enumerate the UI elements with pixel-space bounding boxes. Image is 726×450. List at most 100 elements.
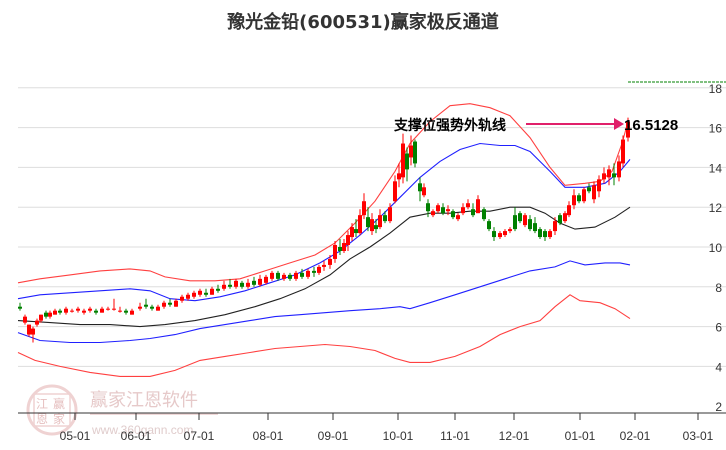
svg-text:家: 家 <box>53 411 65 426</box>
candle <box>612 173 616 178</box>
candle <box>210 288 214 295</box>
candle <box>130 310 134 315</box>
candle <box>592 185 596 200</box>
candle <box>342 243 346 251</box>
candle <box>426 203 430 212</box>
x-tick-label: 02-01 <box>620 429 651 443</box>
candle <box>246 282 250 287</box>
candle <box>31 328 35 335</box>
candle <box>422 187 426 196</box>
y-tick-label: 6 <box>715 321 722 335</box>
candle <box>180 296 184 301</box>
candle <box>431 211 435 216</box>
annotation-value: 16.5128 <box>624 117 678 134</box>
candle <box>118 310 122 312</box>
watermark-logo-icon: 江 赢 恩 家 <box>26 384 78 436</box>
candle <box>333 245 337 259</box>
x-tick-label: 10-01 <box>383 429 414 443</box>
candle <box>582 189 586 202</box>
chart-title: 豫光金铅(600531)赢家极反通道 <box>227 12 499 33</box>
watermark-url: www.360gann.com <box>91 423 193 437</box>
candle <box>461 207 465 214</box>
x-tick-label: 12-01 <box>499 429 530 443</box>
candle <box>508 229 512 232</box>
candle <box>358 215 362 234</box>
candle <box>572 195 576 206</box>
candle <box>388 207 392 222</box>
candle <box>124 310 128 313</box>
candle <box>350 227 354 238</box>
candle <box>374 225 378 230</box>
x-tick-label: 05-01 <box>60 429 91 443</box>
candle <box>300 272 304 277</box>
candle <box>563 213 567 222</box>
annotation-label: 支撑位强势外轨线 <box>393 117 506 134</box>
candle <box>498 233 502 238</box>
candle <box>558 215 562 224</box>
candle <box>528 219 532 230</box>
y-tick-label: 18 <box>709 82 723 96</box>
candle <box>64 308 68 313</box>
candle <box>216 288 220 291</box>
candle <box>418 183 422 192</box>
candle <box>621 139 625 164</box>
candle <box>23 316 27 323</box>
candle <box>264 276 268 283</box>
candle <box>258 278 262 285</box>
x-tick-label: 01-01 <box>565 429 596 443</box>
candle <box>328 258 332 265</box>
gridlines <box>18 87 726 367</box>
candle <box>471 209 475 216</box>
candle <box>436 205 440 212</box>
candle <box>451 211 455 218</box>
candle <box>405 153 409 170</box>
candle <box>409 145 413 158</box>
candle <box>518 213 522 222</box>
candle <box>378 215 382 228</box>
candle <box>577 195 581 202</box>
annotation: 支撑位强势外轨线 16.5128 <box>393 117 678 134</box>
candle <box>100 308 104 313</box>
candle <box>222 284 226 289</box>
candle <box>106 308 110 310</box>
candle <box>18 306 22 309</box>
candle <box>397 173 401 180</box>
y-tick-label: 8 <box>715 281 722 295</box>
x-tick-label: 06-01 <box>121 429 152 443</box>
channel-lines <box>17 103 631 377</box>
candle <box>174 300 178 307</box>
candle <box>53 310 57 315</box>
candlesticks <box>18 117 630 343</box>
candle <box>617 161 621 178</box>
candle <box>466 203 470 208</box>
candle <box>567 205 571 216</box>
candle <box>294 272 298 279</box>
candle <box>441 207 445 214</box>
svg-text:恩: 恩 <box>36 412 48 426</box>
candle <box>252 280 256 285</box>
candle <box>276 272 280 279</box>
candle <box>288 274 292 279</box>
x-tick-label: 11-01 <box>440 429 470 443</box>
candle <box>602 173 606 180</box>
candle <box>234 280 238 287</box>
y-axis: 2 4 6 8 10 12 14 16 18 <box>709 82 723 414</box>
candle <box>476 199 480 214</box>
candle <box>82 310 86 313</box>
y-tick-label: 14 <box>709 161 723 175</box>
candle <box>548 231 552 238</box>
candle <box>312 270 316 273</box>
candle <box>503 231 507 236</box>
candle <box>88 308 92 311</box>
candle <box>240 282 244 287</box>
candle <box>204 292 208 295</box>
candle <box>44 312 48 317</box>
candle <box>446 209 450 212</box>
candle <box>487 221 491 230</box>
candle <box>523 215 527 226</box>
candle <box>94 310 98 313</box>
watermark-brand: 赢家江恩软件 <box>90 389 198 411</box>
x-tick-label: 08-01 <box>253 429 284 443</box>
candle <box>317 266 321 273</box>
